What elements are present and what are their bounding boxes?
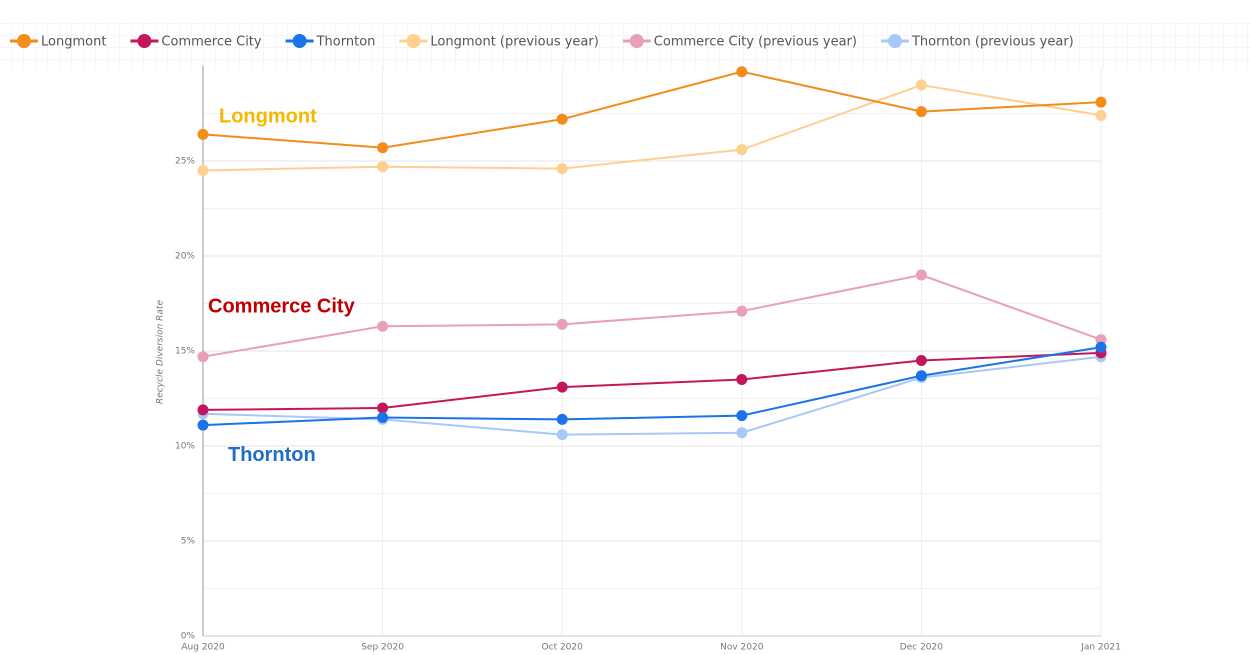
y-tick-label: 10% (175, 442, 195, 452)
data-point (377, 320, 389, 332)
data-point (197, 419, 209, 431)
data-point (736, 374, 748, 385)
annotation: Longmont (219, 106, 317, 128)
legend-label: Commerce City (161, 35, 261, 50)
legend-label: Longmont (previous year) (430, 35, 598, 50)
data-point (736, 305, 748, 317)
x-tick-label: Dec 2020 (900, 643, 943, 653)
data-point (736, 144, 748, 156)
legend-marker (17, 34, 31, 48)
data-point (556, 163, 568, 175)
data-point (556, 413, 568, 425)
data-point (915, 269, 927, 281)
data-point (377, 142, 389, 154)
data-point (197, 128, 209, 140)
y-tick-label: 25% (175, 157, 195, 167)
data-point (377, 402, 389, 414)
series-line (202, 83, 1102, 172)
data-point (197, 351, 209, 363)
legend-item: Commerce City (130, 34, 262, 50)
legend-label: Thornton (316, 35, 376, 50)
data-point (197, 404, 209, 416)
legend-label: Commerce City (previous year) (654, 35, 857, 50)
data-point (556, 381, 568, 393)
x-tick-label: Jan 2021 (1080, 643, 1121, 653)
data-point (915, 370, 927, 382)
y-tick-label: 0% (181, 632, 196, 642)
data-point (1095, 341, 1107, 353)
legend-item: Thornton (285, 34, 376, 50)
legend-marker (137, 34, 152, 48)
data-point (915, 79, 927, 91)
x-tick-label: Oct 2020 (542, 643, 584, 653)
data-point (556, 318, 568, 330)
data-point (197, 165, 209, 176)
x-tick-label: Sep 2020 (361, 643, 404, 653)
annotation: Thornton (228, 444, 316, 466)
series-line (202, 273, 1102, 358)
data-point (1095, 109, 1107, 121)
data-point (556, 113, 568, 125)
legend-background (0, 22, 1250, 70)
legend-item: Commerce City (previous year) (622, 34, 857, 50)
x-tick-label: Nov 2020 (720, 643, 764, 653)
data-point (377, 412, 389, 423)
legend-item: Longmont (10, 34, 106, 50)
legend-marker (406, 34, 421, 48)
y-tick-label: 20% (175, 252, 195, 262)
series-line (202, 70, 1102, 149)
data-point (1095, 334, 1107, 346)
legend-marker (292, 34, 307, 48)
series-line (202, 346, 1102, 427)
data-point (915, 355, 927, 366)
data-point (736, 427, 748, 439)
legend-label: Longmont (41, 35, 106, 50)
annotation: Commerce City (208, 296, 356, 318)
data-point (915, 106, 927, 118)
legend-label: Thornton (previous year) (911, 35, 1074, 50)
data-point (736, 66, 748, 78)
series-line (202, 351, 1102, 411)
legend-marker (887, 34, 902, 48)
data-point (1095, 96, 1107, 108)
legend-item: Thornton (previous year) (880, 34, 1074, 50)
data-point (556, 429, 568, 441)
data-point (736, 410, 748, 422)
y-axis-label: Recycle Diversion Rate (156, 300, 166, 404)
legend-item: Longmont (previous year) (399, 34, 599, 50)
y-tick-label: 5% (181, 537, 196, 547)
data-point (377, 161, 389, 173)
x-tick-label: Aug 2020 (181, 643, 225, 653)
y-tick-label: 15% (175, 347, 195, 357)
legend-marker (629, 34, 644, 48)
